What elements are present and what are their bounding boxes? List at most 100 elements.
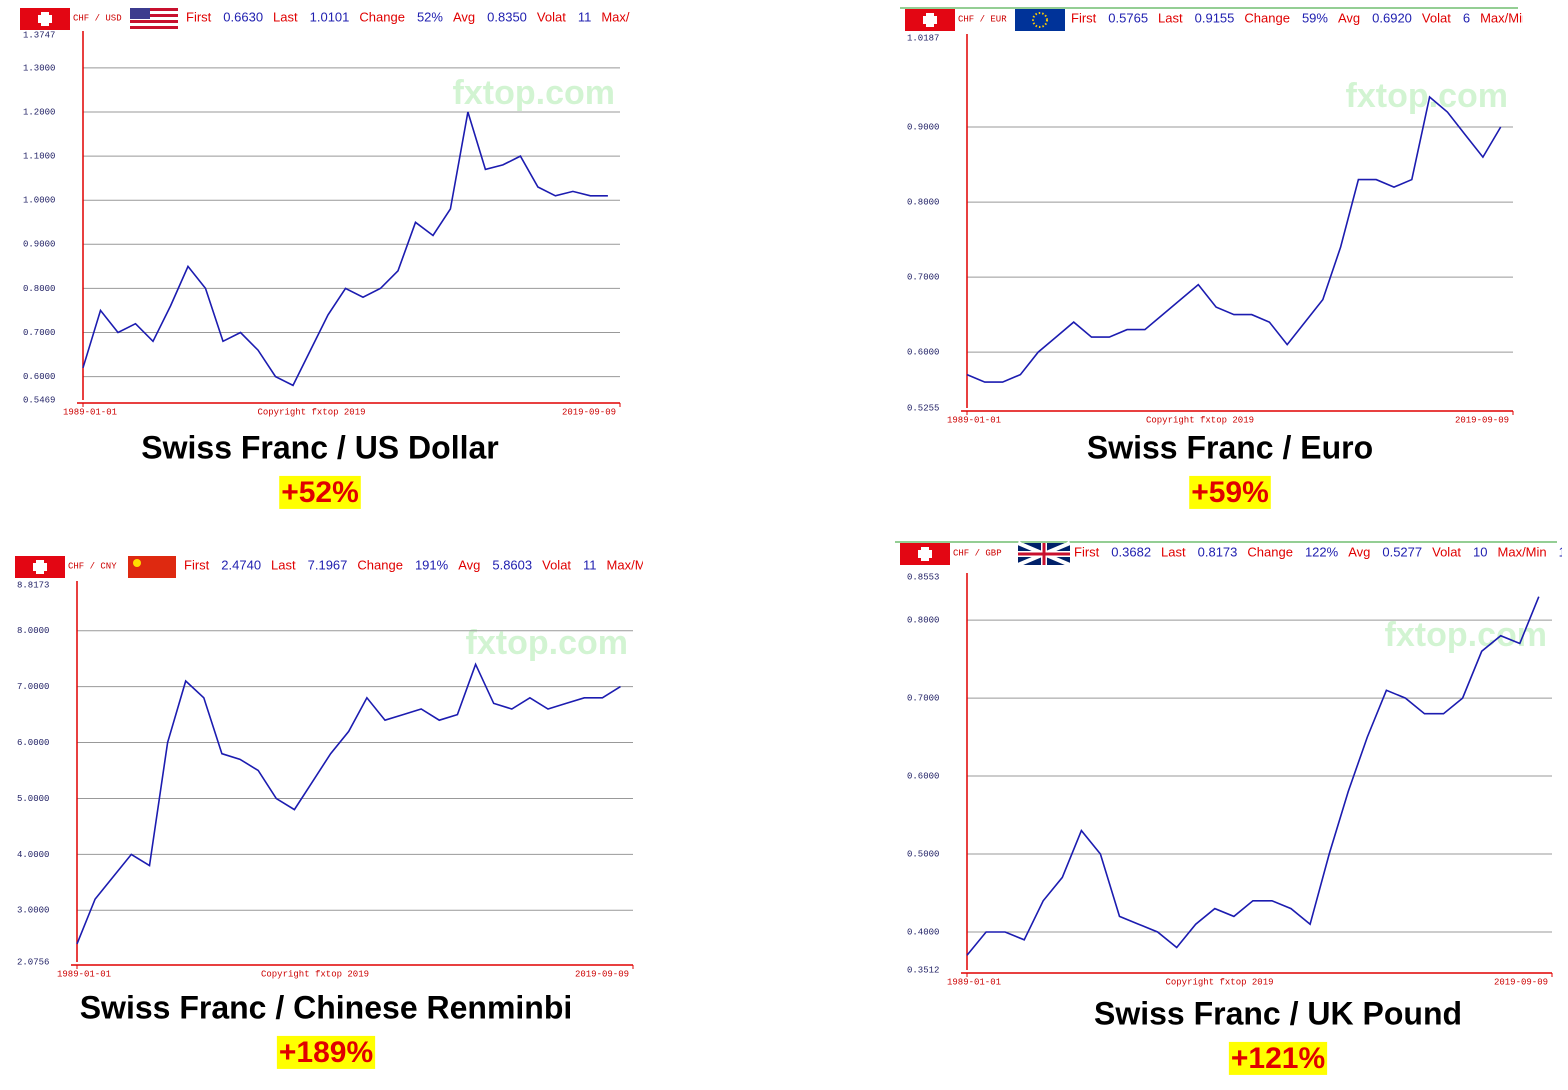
stat-label: Avg — [1338, 10, 1360, 25]
copyright: Copyright fxtop 2019 — [1146, 415, 1254, 425]
x-tick-label: 1989-01-01 — [63, 407, 117, 417]
flag-ch-cross — [33, 563, 47, 571]
stat-label: Volat — [537, 9, 566, 24]
chart-panel: fxtop.com1.01870.90000.80000.70000.60000… — [900, 7, 1529, 509]
y-tick-label: 0.9000 — [23, 240, 55, 250]
stat-value: 6 — [1463, 10, 1470, 25]
stat-label: First — [1071, 10, 1097, 25]
stat-value: 2.4740 — [221, 557, 261, 572]
x-tick-label: 2019-09-09 — [1455, 415, 1509, 425]
stat-value: 7.1967 — [308, 557, 348, 572]
watermark: fxtop.com — [1385, 616, 1547, 654]
y-tick-label: 8.8173 — [17, 580, 49, 590]
stat-label: Avg — [458, 557, 480, 572]
stat-value: 52% — [417, 9, 443, 24]
stat-label: Change — [359, 9, 405, 24]
flag-stripe — [130, 20, 178, 23]
stat-label: Max/Min — [1480, 10, 1529, 25]
chart-panel: fxtop.com 1.3747 1.3000 1.2000 1.1000 1.0000 0… — [20, 8, 676, 509]
stat-label: Last — [1161, 544, 1186, 559]
price-line — [966, 95, 1502, 383]
change-highlight — [276, 1035, 376, 1069]
y-tick-label: 4.0000 — [17, 850, 49, 860]
change-highlight — [1228, 1041, 1328, 1075]
flag — [128, 556, 176, 578]
stat-value: 0.6920 — [1372, 10, 1412, 25]
copyright: Copyright fxtop 2019 — [261, 969, 369, 979]
stat-label: Max/Min — [601, 9, 650, 24]
stat-value: 0.8350 — [487, 9, 527, 24]
y-tick-label: 8.0000 — [17, 626, 49, 636]
stat-value: 191% — [415, 557, 449, 572]
change-label: +189% — [279, 1036, 373, 1069]
chart-title: Swiss Franc / US Dollar — [141, 429, 498, 465]
y-tick-label: 0.8000 — [23, 284, 55, 294]
pair: CHF / CNY — [68, 561, 117, 571]
flag-stripe — [130, 14, 178, 17]
header: CHF / USD First 0.6630 Last 1.0101 Change 52% A… — [20, 8, 676, 30]
flag-ch-cross — [918, 550, 932, 558]
chart-panel: fxtop.com 8.8173 8.0000 7.0000 6.0000 5.0000 4… — [15, 556, 682, 1069]
flag — [1015, 9, 1065, 31]
flag-canton — [130, 8, 150, 19]
y-tick-label: 0.5000 — [907, 849, 939, 859]
stat-label: Change — [1247, 544, 1293, 559]
y-tick-label: 0.8000 — [907, 615, 939, 625]
flag-ch-cross — [38, 15, 52, 23]
flag-cross — [1018, 543, 1070, 565]
stat-value: 0.9155 — [1195, 10, 1235, 25]
x-tick-label: 1989-01-01 — [947, 415, 1001, 425]
change-label: +59% — [1191, 476, 1269, 509]
pair: CHF / EUR — [958, 14, 1007, 24]
stat-label: Last — [271, 557, 296, 572]
x-tick-label: 2019-09-09 — [575, 969, 629, 979]
flag-stripe — [130, 23, 178, 26]
y-tick-label: 0.6000 — [907, 347, 939, 357]
stat-value: 59% — [1302, 10, 1328, 25]
x-tick-label: 2019-09-09 — [1494, 977, 1548, 987]
change-label: +121% — [1231, 1042, 1325, 1075]
stat-value: 15 — [662, 9, 676, 24]
y-tick-label: 1.3747 — [23, 30, 55, 40]
stat-label: Max/Min — [1498, 544, 1547, 559]
stat-label: Change — [357, 557, 403, 572]
stat-label: First — [186, 9, 212, 24]
chart-panel: fxtop.com 0.8553 0.8000 0.7000 0.6000 0.5000 0… — [895, 541, 1562, 1075]
stat-label: Change — [1244, 10, 1290, 25]
stat-label: Avg — [1348, 544, 1370, 559]
y-tick-label: 1.2000 — [23, 107, 55, 117]
stat-label: Max/Min — [607, 557, 656, 572]
stat-label: Avg — [453, 9, 475, 24]
y-tick-label: 6.0000 — [17, 738, 49, 748]
x-tick-label: 1989-01-01 — [947, 977, 1001, 987]
stat-value: 122% — [1305, 544, 1339, 559]
stat-value: 0.3682 — [1111, 544, 1151, 559]
copyright: Copyright fxtop 2019 — [1165, 977, 1273, 987]
watermark: fxtop.com — [453, 74, 615, 112]
stat-value: 11 — [578, 9, 592, 24]
y-tick-label: 0.3512 — [907, 965, 939, 975]
y-tick-label: 0.9000 — [907, 122, 939, 132]
y-tick-label: 1.0187 — [907, 33, 939, 43]
y-tick-label: 0.5469 — [23, 395, 55, 405]
stat-value: 32 — [668, 557, 682, 572]
y-tick-label: 0.6000 — [907, 771, 939, 781]
stat-value: 10 — [1473, 544, 1487, 559]
pair: CHF / USD — [73, 13, 122, 23]
chart-title: Swiss Franc / UK Pound — [1094, 995, 1462, 1031]
stat-label: Volat — [1422, 10, 1451, 25]
y-tick-label: 0.4000 — [907, 927, 939, 937]
y-tick-label: 7.0000 — [17, 682, 49, 692]
flag-ch-cross — [923, 16, 937, 24]
stat-label: Volat — [542, 557, 571, 572]
chart-title: Swiss Franc / Euro — [1087, 429, 1373, 465]
watermark: fxtop.com — [466, 624, 628, 662]
pair: CHF / GBP — [953, 548, 1002, 558]
y-tick-label: 0.5255 — [907, 403, 939, 413]
price-line — [966, 596, 1540, 956]
y-tick-label: 0.7000 — [907, 272, 939, 282]
y-tick-label: 1.3000 — [23, 63, 55, 73]
y-tick-label: 0.8553 — [907, 572, 939, 582]
